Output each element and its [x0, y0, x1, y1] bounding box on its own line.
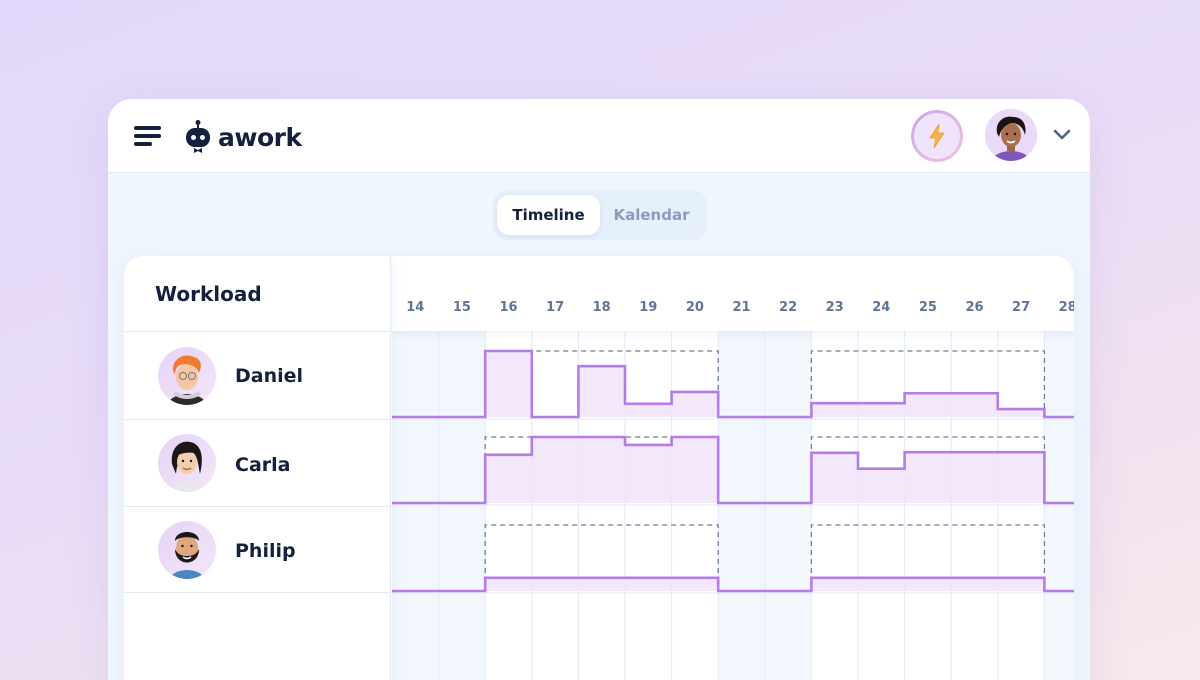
avatar-daniel: [158, 347, 216, 405]
workload-title: Workload: [155, 282, 262, 306]
user-avatar[interactable]: [985, 109, 1037, 161]
awork-logo[interactable]: awork: [184, 119, 302, 155]
day-label: 24: [872, 300, 891, 315]
day-label: 23: [825, 300, 844, 315]
day-label: 28: [1058, 300, 1074, 315]
avatar-daniel-icon: [167, 355, 207, 405]
person-name: Carla: [235, 454, 291, 476]
day-label: 27: [1012, 300, 1031, 315]
avatar-philip: [158, 521, 216, 579]
app-window: awork Timeline: [108, 99, 1090, 680]
boost-button[interactable]: [911, 110, 963, 162]
divider: [124, 331, 390, 332]
tab-kalendar[interactable]: Kalendar: [613, 206, 690, 224]
day-label: 22: [779, 300, 798, 315]
avatar-philip-icon: [169, 532, 205, 579]
person-row-philip[interactable]: Philip: [124, 507, 390, 593]
tab-timeline[interactable]: Timeline: [497, 195, 600, 235]
person-name: Daniel: [235, 365, 304, 387]
workload-timeline: 14 15 16 17 18 19 20 21 22 23 24 25 26 2…: [392, 256, 1074, 680]
person-name: Philip: [235, 540, 296, 562]
workload-panel: Workload Daniel: [124, 256, 1074, 680]
avatar-carla: [158, 434, 216, 492]
day-label: 26: [965, 300, 984, 315]
person-row-carla[interactable]: Carla: [124, 420, 390, 507]
day-label: 14: [406, 300, 425, 315]
day-label: 20: [685, 300, 704, 315]
people-column: Workload Daniel: [124, 256, 391, 680]
day-label: 21: [732, 300, 751, 315]
view-tabs: Timeline Kalendar: [493, 190, 707, 240]
day-label: 16: [499, 300, 518, 315]
brand-name: awork: [218, 122, 302, 152]
day-label: 18: [592, 300, 611, 315]
person-row-daniel[interactable]: Daniel: [124, 332, 390, 420]
day-label: 17: [546, 300, 565, 315]
day-label: 19: [639, 300, 658, 315]
robot-logo-icon: [186, 120, 210, 153]
day-header-row: 14 15 16 17 18 19 20 21 22 23 24 25 26 2…: [392, 256, 1074, 331]
top-bar: awork: [108, 99, 1090, 173]
avatar-user-icon: [985, 109, 1037, 161]
avatar-carla-icon: [169, 441, 205, 492]
day-label: 25: [918, 300, 937, 315]
hamburger-menu-icon[interactable]: [134, 126, 162, 146]
lightning-bolt-icon: [929, 123, 945, 149]
chevron-down-icon[interactable]: [1053, 129, 1071, 141]
workload-chart: [392, 331, 1074, 680]
day-label: 15: [452, 300, 471, 315]
